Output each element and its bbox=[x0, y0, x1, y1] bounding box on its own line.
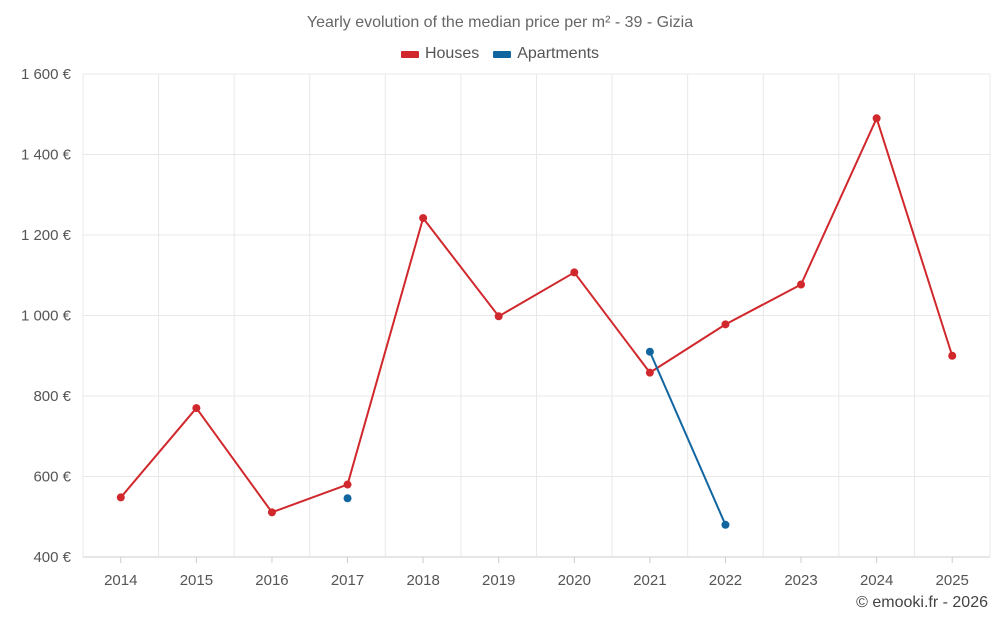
data-point-houses-2020 bbox=[570, 268, 579, 277]
copyright-credit: © emooki.fr - 2026 bbox=[856, 594, 988, 611]
data-point-apartments-2017 bbox=[343, 494, 352, 503]
series-line-houses bbox=[120, 117, 954, 514]
x-tick-label: 2025 bbox=[936, 572, 969, 589]
legend-swatch-apartments bbox=[493, 50, 512, 58]
data-point-houses-2024 bbox=[872, 114, 881, 123]
data-point-houses-2014 bbox=[116, 493, 125, 502]
chart-title: Yearly evolution of the median price per… bbox=[306, 14, 694, 31]
data-point-houses-2022 bbox=[721, 320, 730, 329]
data-point-houses-2021 bbox=[645, 368, 654, 377]
x-tick-label: 2018 bbox=[406, 572, 439, 589]
x-tick-label: 2022 bbox=[709, 572, 742, 589]
x-tick-label: 2021 bbox=[633, 572, 666, 589]
x-tick-label: 2020 bbox=[558, 572, 591, 589]
y-tick-label: 800 € bbox=[33, 388, 71, 405]
data-point-houses-2019 bbox=[494, 312, 503, 321]
data-point-houses-2023 bbox=[797, 280, 806, 289]
x-tick-label: 2016 bbox=[255, 572, 288, 589]
x-tick-label: 2019 bbox=[482, 572, 515, 589]
legend: Houses Apartments bbox=[0, 45, 1000, 63]
data-point-apartments-2022 bbox=[721, 520, 730, 529]
series-line-apartments bbox=[648, 351, 727, 526]
x-tick-label: 2015 bbox=[180, 572, 213, 589]
data-point-houses-2017 bbox=[343, 480, 352, 489]
data-point-houses-2018 bbox=[419, 214, 428, 223]
x-tick-label: 2024 bbox=[860, 572, 893, 589]
y-tick-label: 1 200 € bbox=[21, 227, 72, 244]
legend-swatch-houses bbox=[400, 50, 419, 58]
x-tick-label: 2017 bbox=[331, 572, 364, 589]
data-point-apartments-2021 bbox=[645, 347, 654, 356]
y-tick-label: 1 400 € bbox=[21, 147, 72, 164]
x-tick-label: 2014 bbox=[104, 572, 137, 589]
y-tick-label: 1 000 € bbox=[21, 308, 72, 325]
legend-item-houses[interactable]: Houses bbox=[400, 45, 480, 63]
data-point-houses-2025 bbox=[948, 351, 957, 360]
data-point-houses-2015 bbox=[192, 404, 201, 413]
y-tick-label: 1 600 € bbox=[21, 66, 72, 83]
legend-label-houses: Houses bbox=[424, 45, 480, 62]
y-tick-label: 600 € bbox=[33, 469, 71, 486]
data-point-houses-2016 bbox=[267, 508, 276, 517]
x-tick-label: 2023 bbox=[784, 572, 817, 589]
legend-item-apartments[interactable]: Apartments bbox=[493, 45, 599, 63]
legend-label-apartments: Apartments bbox=[517, 45, 600, 62]
y-tick-label: 400 € bbox=[33, 549, 71, 566]
